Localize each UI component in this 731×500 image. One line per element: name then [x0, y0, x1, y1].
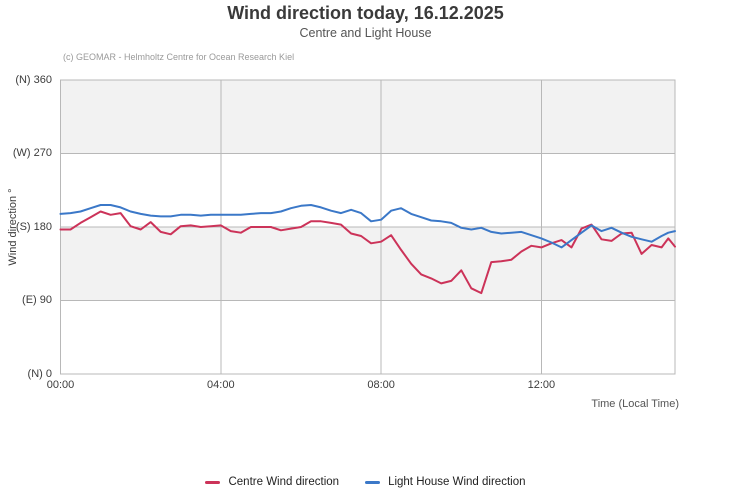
shaded-band	[60, 80, 675, 154]
legend-line-icon	[205, 480, 221, 484]
y-tick-label: (W) 270	[12, 147, 52, 159]
y-tick-label: (N) 360	[15, 73, 52, 86]
legend-line-icon	[365, 480, 381, 484]
x-tick-label: 08:00	[367, 379, 395, 391]
shaded-band	[60, 227, 675, 301]
x-tick-label: 00:00	[46, 379, 75, 391]
legend-label: Light House Wind direction	[388, 476, 526, 488]
legend-label: Centre Wind direction	[228, 476, 340, 488]
plot-border	[60, 79, 676, 375]
x-tick-label: 12:00	[527, 379, 556, 391]
y-tick-label: (N) 0	[27, 367, 52, 380]
y-tick-label: (S) 180	[15, 220, 52, 233]
legend-item-lighthouse[interactable]: Light House Wind direction	[365, 476, 526, 488]
x-axis-title: Time (Local Time)	[591, 398, 679, 410]
series-line-lighthouse	[59, 204, 676, 249]
legend-item-centre[interactable]: Centre Wind direction	[205, 476, 339, 488]
legend: Centre Wind direction Light House Wind di…	[0, 476, 731, 488]
credits-text: (c) GEOMAR - Helmholtz Centre for Ocean …	[63, 52, 295, 62]
y-tick-label: (E) 90	[22, 294, 52, 306]
chart-title: Wind direction today, 16.12.2025	[227, 3, 504, 23]
x-tick-label: 04:00	[207, 379, 235, 391]
chart-subtitle: Centre and Light House	[299, 26, 432, 40]
plot-area	[59, 79, 676, 375]
